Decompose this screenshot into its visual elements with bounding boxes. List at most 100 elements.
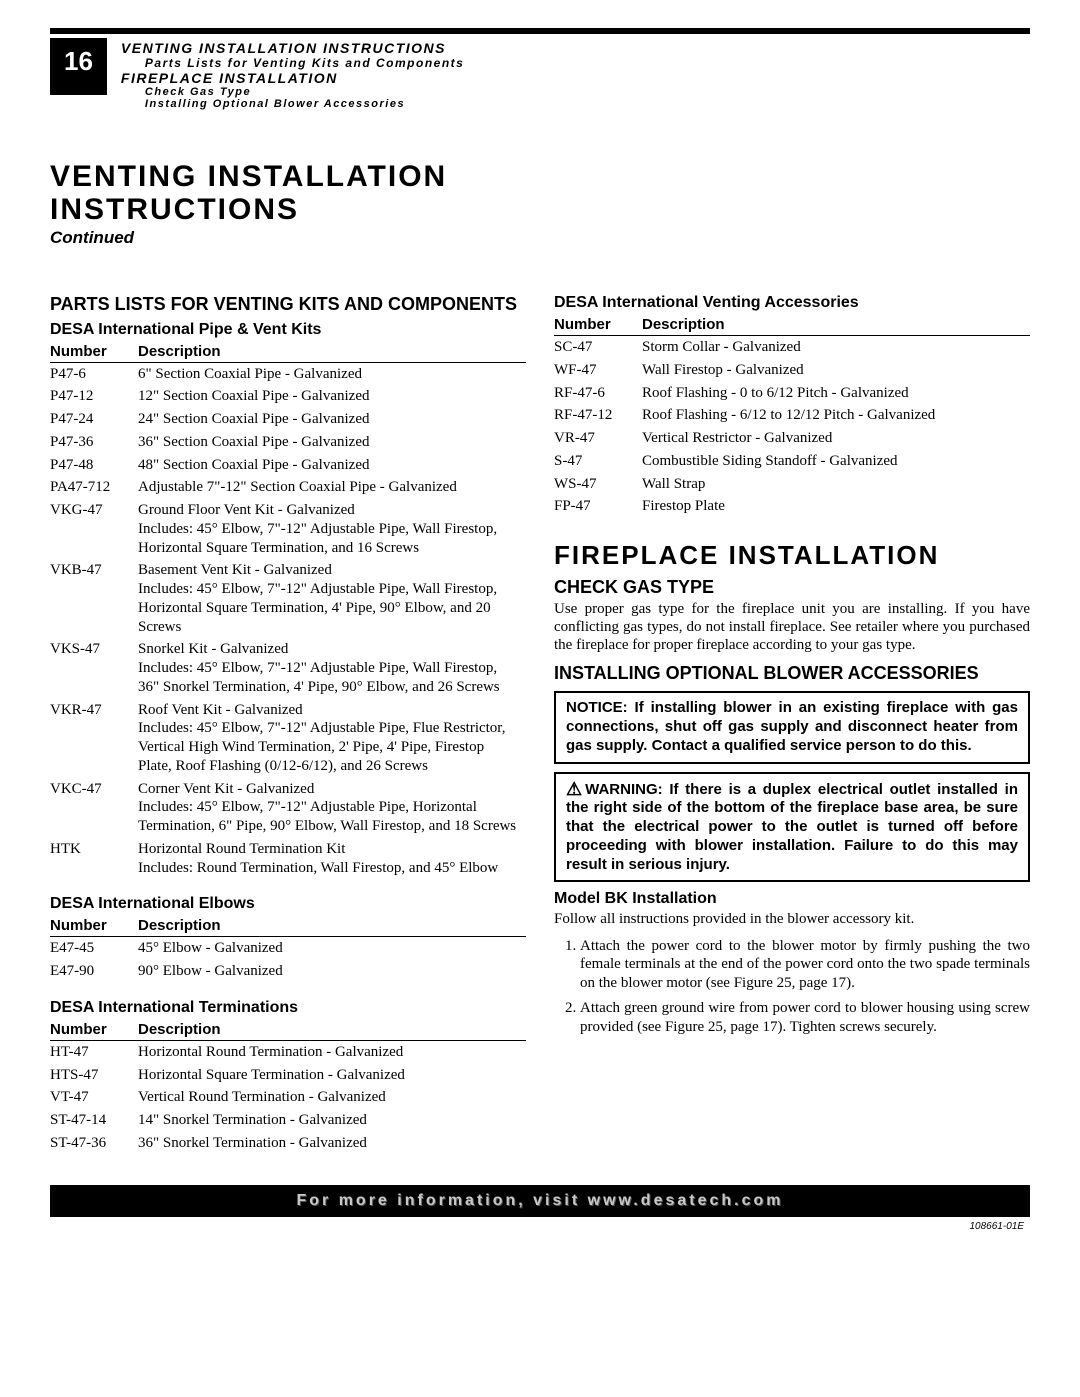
- page: 16 VENTING INSTALLATION INSTRUCTIONS Par…: [0, 0, 1080, 1242]
- header-index: VENTING INSTALLATION INSTRUCTIONS Parts …: [121, 38, 464, 110]
- table-row: VKR-47Roof Vent Kit - GalvanizedIncludes…: [50, 699, 526, 778]
- cell-number: VKG-47: [50, 499, 138, 559]
- table-row: ST-47-1414" Snorkel Termination - Galvan…: [50, 1109, 526, 1132]
- table-row: RF-47-6Roof Flashing - 0 to 6/12 Pitch -…: [554, 382, 1030, 405]
- table-row: RF-47-12Roof Flashing - 6/12 to 12/12 Pi…: [554, 404, 1030, 427]
- accessories-table: Number Description SC-47Storm Collar - G…: [554, 314, 1030, 518]
- cell-description: Wall Strap: [642, 473, 1030, 496]
- cell-description: Firestop Plate: [642, 495, 1030, 518]
- table-row: HTS-47Horizontal Square Termination - Ga…: [50, 1064, 526, 1087]
- table-row: FP-47Firestop Plate: [554, 495, 1030, 518]
- cell-description: Wall Firestop - Galvanized: [642, 359, 1030, 382]
- cell-number: HTS-47: [50, 1064, 138, 1087]
- table-row: E47-9090° Elbow - Galvanized: [50, 960, 526, 983]
- header-row: 16 VENTING INSTALLATION INSTRUCTIONS Par…: [50, 38, 1030, 110]
- check-gas-body: Use proper gas type for the fireplace un…: [554, 600, 1030, 655]
- cell-description: Roof Flashing - 0 to 6/12 Pitch - Galvan…: [642, 382, 1030, 405]
- header-line-4: Check Gas Type: [145, 86, 464, 98]
- warning-icon: ⚠: [566, 780, 582, 798]
- right-column: DESA International Venting Accessories N…: [554, 288, 1030, 1155]
- main-heading-line1: VENTING INSTALLATION: [50, 160, 1030, 193]
- cell-number: E47-90: [50, 960, 138, 983]
- header-line-1: VENTING INSTALLATION INSTRUCTIONS: [121, 40, 464, 56]
- cell-description: Vertical Restrictor - Galvanized: [642, 427, 1030, 450]
- cell-number: S-47: [554, 450, 642, 473]
- blower-title: INSTALLING OPTIONAL BLOWER ACCESSORIES: [554, 663, 1030, 684]
- pipe-kits-body: P47-66" Section Coaxial Pipe - Galvanize…: [50, 362, 526, 879]
- cell-number: VKR-47: [50, 699, 138, 778]
- cell-description: 24" Section Coaxial Pipe - Galvanized: [138, 408, 526, 431]
- cell-number: VT-47: [50, 1086, 138, 1109]
- col-number: Number: [50, 915, 138, 937]
- cell-description: Ground Floor Vent Kit - GalvanizedInclud…: [138, 499, 526, 559]
- table-row: E47-4545° Elbow - Galvanized: [50, 937, 526, 960]
- cell-description: 45° Elbow - Galvanized: [138, 937, 526, 960]
- cell-number: RF-47-12: [554, 404, 642, 427]
- table-row: HT-47Horizontal Round Termination - Galv…: [50, 1040, 526, 1063]
- parts-section-title: PARTS LISTS FOR VENTING KITS AND COMPONE…: [50, 294, 526, 315]
- table-row: VKB-47Basement Vent Kit - GalvanizedIncl…: [50, 559, 526, 638]
- cell-number: WS-47: [554, 473, 642, 496]
- elbows-table: Number Description E47-4545° Elbow - Gal…: [50, 915, 526, 983]
- cell-description: Corner Vent Kit - GalvanizedIncludes: 45…: [138, 778, 526, 838]
- header-line-5: Installing Optional Blower Accessories: [145, 98, 464, 110]
- header-top-bar: [50, 28, 1030, 34]
- footer-bar: For more information, visit www.desatech…: [50, 1185, 1030, 1217]
- col-description: Description: [138, 341, 526, 363]
- table-row: WF-47Wall Firestop - Galvanized: [554, 359, 1030, 382]
- table-row: SC-47Storm Collar - Galvanized: [554, 336, 1030, 359]
- cell-description: 36" Snorkel Termination - Galvanized: [138, 1132, 526, 1155]
- warning-text: WARNING: If there is a duplex electrical…: [566, 781, 1018, 873]
- list-item: Attach green ground wire from power cord…: [580, 999, 1030, 1037]
- cell-number: P47-24: [50, 408, 138, 431]
- accessories-title: DESA International Venting Accessories: [554, 294, 1030, 312]
- continued-label: Continued: [50, 228, 1030, 248]
- cell-number: FP-47: [554, 495, 642, 518]
- table-row: PA47-712Adjustable 7"-12" Section Coaxia…: [50, 476, 526, 499]
- install-steps: Attach the power cord to the blower moto…: [554, 937, 1030, 1037]
- left-column: PARTS LISTS FOR VENTING KITS AND COMPONE…: [50, 288, 526, 1155]
- table-row: P47-2424" Section Coaxial Pipe - Galvani…: [50, 408, 526, 431]
- warning-box: ⚠WARNING: If there is a duplex electrica…: [554, 772, 1030, 883]
- cell-description: 36" Section Coaxial Pipe - Galvanized: [138, 431, 526, 454]
- terminations-body: HT-47Horizontal Round Termination - Galv…: [50, 1040, 526, 1154]
- model-bk-intro: Follow all instructions provided in the …: [554, 910, 1030, 928]
- cell-description: Snorkel Kit - GalvanizedIncludes: 45° El…: [138, 638, 526, 698]
- cell-number: HT-47: [50, 1040, 138, 1063]
- accessories-body: SC-47Storm Collar - GalvanizedWF-47Wall …: [554, 336, 1030, 519]
- terminations-table: Number Description HT-47Horizontal Round…: [50, 1019, 526, 1155]
- cell-description: 6" Section Coaxial Pipe - Galvanized: [138, 362, 526, 385]
- cell-number: P47-48: [50, 454, 138, 477]
- cell-description: 48" Section Coaxial Pipe - Galvanized: [138, 454, 526, 477]
- cell-description: Horizontal Square Termination - Galvaniz…: [138, 1064, 526, 1087]
- document-number: 108661-01E: [50, 1217, 1030, 1232]
- col-number: Number: [50, 341, 138, 363]
- cell-number: VKS-47: [50, 638, 138, 698]
- cell-number: SC-47: [554, 336, 642, 359]
- table-row: P47-1212" Section Coaxial Pipe - Galvani…: [50, 385, 526, 408]
- cell-number: PA47-712: [50, 476, 138, 499]
- col-number: Number: [554, 314, 642, 336]
- table-row: VR-47Vertical Restrictor - Galvanized: [554, 427, 1030, 450]
- table-row: S-47Combustible Siding Standoff - Galvan…: [554, 450, 1030, 473]
- notice-box: NOTICE: If installing blower in an exist…: [554, 691, 1030, 763]
- cell-number: VR-47: [554, 427, 642, 450]
- main-heading: VENTING INSTALLATION INSTRUCTIONS Contin…: [50, 160, 1030, 248]
- table-row: VKG-47Ground Floor Vent Kit - Galvanized…: [50, 499, 526, 559]
- cell-number: P47-12: [50, 385, 138, 408]
- pipe-kits-table: Number Description P47-66" Section Coaxi…: [50, 341, 526, 880]
- cell-number: P47-6: [50, 362, 138, 385]
- cell-number: E47-45: [50, 937, 138, 960]
- header-line-2: Parts Lists for Venting Kits and Compone…: [145, 56, 464, 70]
- page-number: 16: [50, 38, 107, 95]
- content-columns: PARTS LISTS FOR VENTING KITS AND COMPONE…: [50, 288, 1030, 1155]
- cell-description: Roof Vent Kit - GalvanizedIncludes: 45° …: [138, 699, 526, 778]
- table-row: P47-66" Section Coaxial Pipe - Galvanize…: [50, 362, 526, 385]
- cell-description: Horizontal Round Termination KitIncludes…: [138, 838, 526, 880]
- cell-number: ST-47-36: [50, 1132, 138, 1155]
- cell-description: Basement Vent Kit - GalvanizedIncludes: …: [138, 559, 526, 638]
- cell-description: Storm Collar - Galvanized: [642, 336, 1030, 359]
- model-bk-title: Model BK Installation: [554, 890, 1030, 908]
- col-number: Number: [50, 1019, 138, 1041]
- table-row: ST-47-3636" Snorkel Termination - Galvan…: [50, 1132, 526, 1155]
